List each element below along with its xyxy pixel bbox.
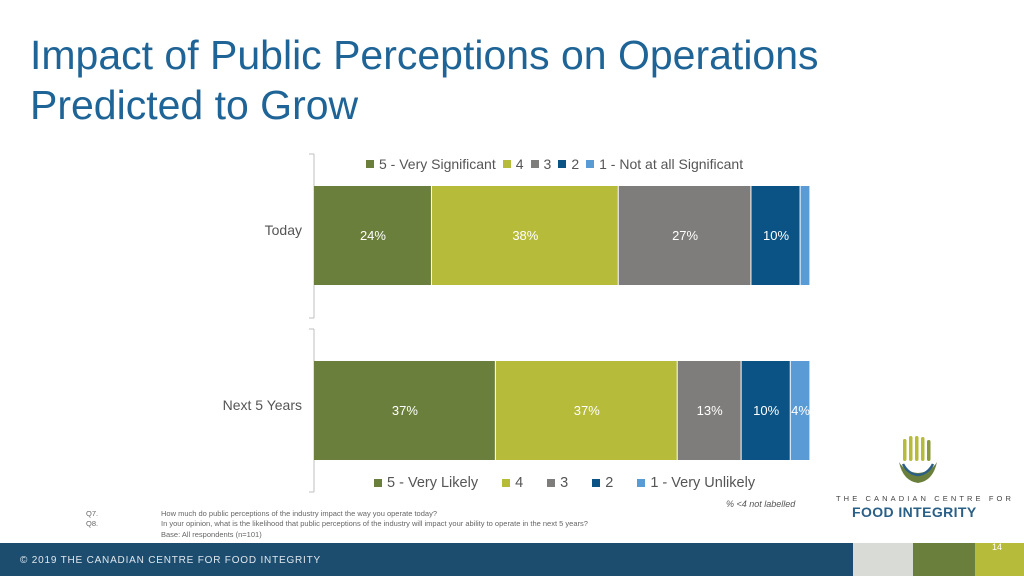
- bar-segment: [790, 361, 810, 460]
- category-label: Next 5 Years: [223, 397, 302, 413]
- logo-text-line2: FOOD INTEGRITY: [852, 504, 977, 520]
- legend-label: 5 - Very Likely: [387, 475, 479, 491]
- footer-color-block: [853, 543, 913, 576]
- bar-segment: [314, 186, 431, 285]
- footer-copyright: © 2019 THE CANADIAN CENTRE FOR FOOD INTE…: [20, 555, 321, 566]
- bar-segment: [314, 361, 495, 460]
- bar-segment: [800, 186, 810, 285]
- legend-swatch: [374, 479, 382, 487]
- legend-bottom: 5 - Very Likely 4 3 2 1 - Very Unlikely: [374, 475, 762, 491]
- question-id-q7: Q7.: [86, 509, 99, 518]
- legend-top: 5 - Very Significant 4 3 2 1 - Not at al…: [366, 156, 750, 172]
- legend-swatch: [530, 160, 539, 168]
- page-title-line1: Impact of Public Perceptions on Operatio…: [30, 32, 819, 78]
- legend-label: 4: [515, 156, 524, 172]
- page-title: Impact of Public Perceptions on Operatio…: [30, 30, 990, 130]
- legend-swatch: [366, 160, 374, 168]
- legend-label: 2: [571, 156, 580, 172]
- leaf-hand-logo-icon: [899, 436, 937, 483]
- legend-swatch: [502, 479, 511, 487]
- legend-bottom-item: 1 - Very Unlikely: [637, 475, 755, 491]
- logo-text-line1: THE CANADIAN CENTRE FOR: [836, 494, 1014, 503]
- legend-top-item: 5 - Very Significant: [366, 156, 496, 172]
- footer-color-block: [913, 543, 975, 576]
- legend-bottom-item: 5 - Very Likely: [374, 475, 478, 491]
- bar-segment: [495, 361, 677, 460]
- data-label: 10%: [763, 228, 789, 243]
- data-label: 27%: [672, 228, 698, 243]
- question-text-q7: How much do public perceptions of the in…: [161, 509, 437, 518]
- bar-segment: [618, 186, 751, 285]
- data-label: 13%: [697, 403, 723, 418]
- legend-swatch: [592, 479, 601, 487]
- data-label: 37%: [574, 403, 600, 418]
- legend-label: 1 - Very Unlikely: [650, 475, 756, 491]
- legend-bottom-item: 4: [502, 475, 523, 491]
- question-text-q8: In your opinion, what is the likelihood …: [161, 519, 588, 528]
- legend-label: 4: [515, 475, 524, 491]
- footer-color-block: [975, 543, 1024, 576]
- legend-label: 3: [560, 475, 569, 491]
- chart-note: % <4 not labelled: [726, 499, 796, 509]
- legend-top-item: 2: [558, 156, 579, 172]
- data-label: 37%: [392, 403, 418, 418]
- page-number: 14: [992, 542, 1003, 552]
- category-label: Today: [265, 222, 302, 238]
- question-id-q8: Q8.: [86, 519, 99, 528]
- legend-top-item: 1 - Not at all Significant: [586, 156, 743, 172]
- legend-swatch: [586, 160, 595, 168]
- legend-bottom-item: 3: [547, 475, 568, 491]
- legend-top-item: 4: [502, 156, 524, 172]
- legend-bottom-item: 2: [592, 475, 613, 491]
- legend-swatch: [502, 160, 511, 168]
- legend-swatch: [558, 160, 567, 168]
- page-title-line2: Predicted to Grow: [30, 82, 359, 128]
- data-label: 10%: [753, 403, 779, 418]
- data-label: 4%: [791, 403, 810, 418]
- legend-swatch: [547, 479, 556, 487]
- legend-label: 5 - Very Significant: [379, 156, 496, 172]
- bar-segment: [741, 361, 790, 460]
- legend-swatch: [637, 479, 646, 487]
- legend-label: 3: [543, 156, 552, 172]
- legend-top-item: 3: [530, 156, 552, 172]
- bar-segment: [431, 186, 618, 285]
- legend-label: 2: [605, 475, 614, 491]
- bar-segment: [751, 186, 800, 285]
- data-label: 38%: [512, 228, 538, 243]
- data-label: 24%: [360, 228, 386, 243]
- legend-label: 1 - Not at all Significant: [599, 156, 744, 172]
- base-note: Base: All respondents (n=101): [161, 530, 262, 539]
- bar-segment: [677, 361, 741, 460]
